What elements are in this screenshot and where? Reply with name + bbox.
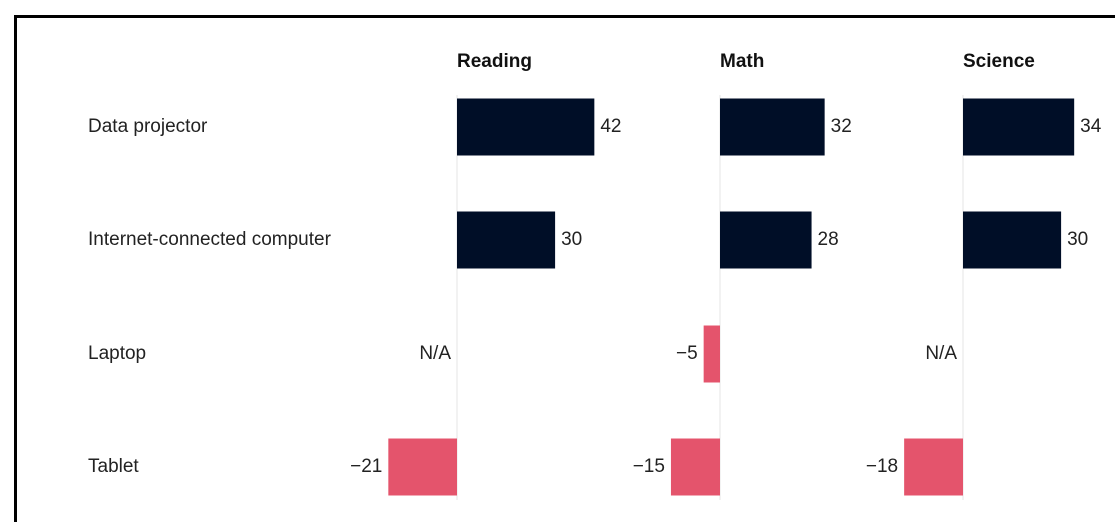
value-label: N/A <box>419 343 451 364</box>
bar <box>457 211 556 269</box>
bar <box>963 98 1075 156</box>
value-label: −5 <box>676 343 698 364</box>
category-label: Data projector <box>88 116 208 137</box>
category-label: Tablet <box>88 456 139 477</box>
panel-title: Reading <box>457 51 532 72</box>
value-label: 34 <box>1080 116 1102 137</box>
value-label: N/A <box>925 343 957 364</box>
category-label: Laptop <box>88 343 146 364</box>
value-label: −15 <box>633 456 665 477</box>
bar <box>703 325 720 383</box>
bar <box>720 211 812 269</box>
value-label: 28 <box>818 229 839 250</box>
frame <box>14 15 1115 522</box>
bar <box>670 438 720 496</box>
value-label: 30 <box>1067 229 1088 250</box>
category-label: Internet-connected computer <box>88 229 332 250</box>
value-label: −21 <box>350 456 382 477</box>
bar <box>720 98 825 156</box>
bar <box>457 98 595 156</box>
panel-title: Math <box>720 51 764 72</box>
bar <box>904 438 963 496</box>
value-label: 32 <box>831 116 852 137</box>
panel-title: Science <box>963 51 1035 72</box>
value-label: −18 <box>866 456 898 477</box>
bar <box>963 211 1062 269</box>
value-label: 42 <box>600 116 621 137</box>
value-label: 30 <box>561 229 582 250</box>
bar <box>388 438 457 496</box>
